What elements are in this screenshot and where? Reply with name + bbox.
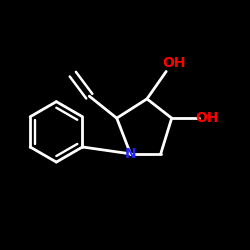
Text: OH: OH: [196, 111, 219, 125]
Text: OH: OH: [163, 56, 186, 70]
Text: N: N: [125, 147, 136, 161]
